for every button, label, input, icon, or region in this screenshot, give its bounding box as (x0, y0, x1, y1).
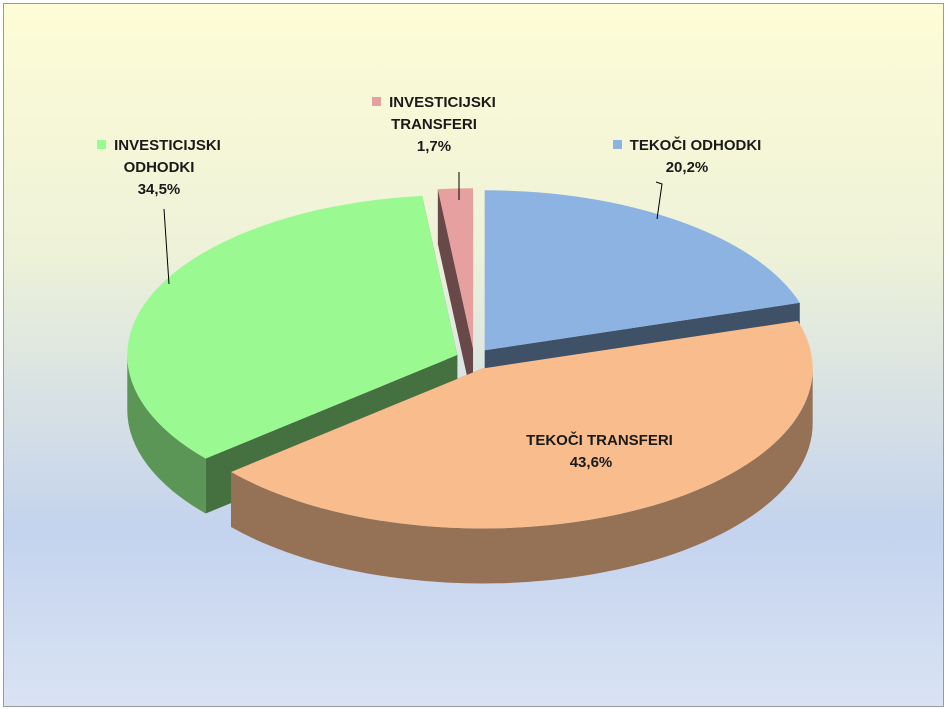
leader-line (163, 208, 170, 285)
legend-key (509, 435, 519, 444)
slice (484, 190, 800, 351)
slice (127, 195, 458, 459)
slice-side (437, 189, 474, 404)
slice (231, 320, 813, 529)
legend-key (372, 97, 382, 106)
leader-line (655, 181, 663, 220)
data-label: INVESTICIJSKI ODHODKI 34,5% (74, 135, 244, 201)
legend-key (97, 140, 107, 149)
data-label: TEKOČI TRANSFERI 43,6% (496, 430, 686, 474)
chart (127, 172, 813, 584)
data-label: TEKOČI ODHODKI 20,2% (592, 135, 782, 179)
slice-wall (231, 368, 813, 584)
slice-wall (127, 354, 206, 514)
legend-key (612, 140, 622, 149)
data-label: INVESTICIJSKI TRANSFERI 1,7% (349, 92, 519, 158)
chart-area: TEKOČI ODHODKI 20,2% TEKOČI TRANSFERI 43… (3, 3, 944, 707)
slice (437, 188, 474, 349)
